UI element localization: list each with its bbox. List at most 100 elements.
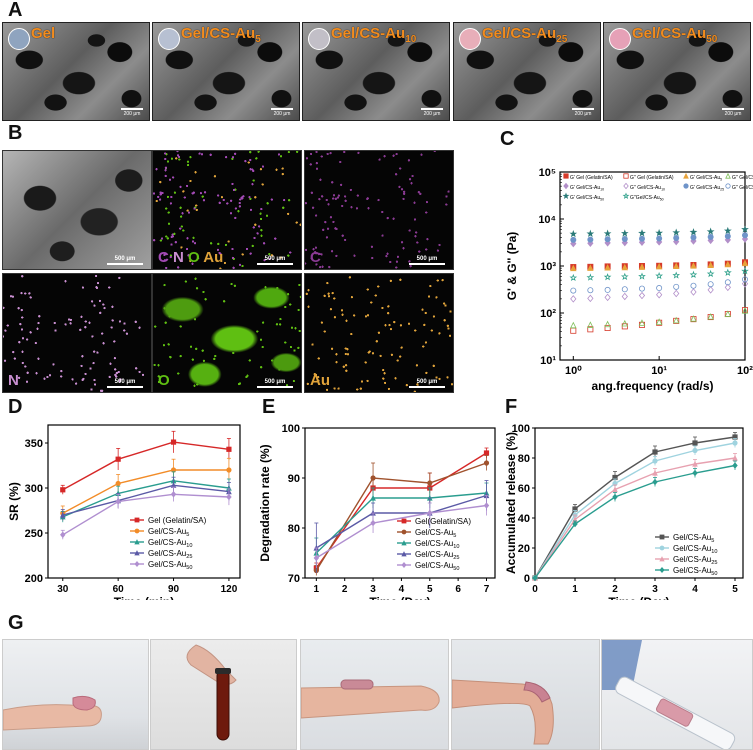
x-tick-label: 90 (168, 584, 180, 595)
data-point (570, 295, 577, 303)
data-point (621, 263, 629, 271)
y-tick-label: 10² (540, 308, 556, 320)
legend-marker (623, 173, 629, 179)
data-point (655, 271, 664, 280)
x-tick-label: 7 (484, 584, 490, 595)
data-point (723, 268, 732, 276)
legend-label: Gel/CS-Au10 (415, 539, 459, 550)
data-point (115, 480, 121, 487)
data-point (370, 475, 376, 481)
scale-bar: 200 μm (572, 108, 594, 117)
rheology-chart: 10¹ 10² 10³ 10⁴ 10⁵ 10⁰ 10¹ 10² ang.frequency (r… (505, 167, 753, 393)
y-axis-label: Accumulated release (%) (505, 432, 518, 574)
legend-marker (134, 517, 140, 523)
data-point (604, 293, 611, 302)
scale-bar: 200 μm (421, 108, 443, 117)
data-point (741, 267, 749, 275)
legend-label: Gel/CS-Au10 (148, 538, 192, 549)
x-tick-label: 120 (221, 584, 238, 595)
panel-letter-g: G (8, 612, 24, 634)
photo-finger-flat (300, 639, 449, 750)
data-point (621, 319, 629, 327)
legend-label: G'' Gel/CS-Au25 (732, 185, 753, 191)
eds-map-au: 500 μm Au (304, 273, 454, 393)
data-point (655, 262, 663, 270)
data-point (620, 272, 629, 281)
data-point (732, 454, 738, 461)
data-point (638, 319, 646, 326)
scale-bar: 500 μm (409, 256, 445, 265)
element-label-o: O (188, 249, 204, 266)
data-point (707, 286, 714, 294)
y-tick-label: 100 (282, 423, 300, 435)
series-line (62, 480, 229, 518)
sample-disc-photo (308, 28, 330, 50)
sem-image-3: Gel/CS-Au10 200 μm (302, 22, 450, 121)
data-point (586, 273, 595, 281)
data-point (115, 456, 121, 462)
x-tick-label: 4 (692, 584, 698, 595)
data-point (741, 276, 748, 283)
data-point (587, 287, 594, 294)
legend-marker (401, 540, 407, 546)
data-point (672, 271, 681, 279)
data-point (732, 462, 738, 469)
data-point (690, 288, 697, 296)
data-point (572, 520, 578, 528)
data-point (724, 279, 731, 286)
data-point (612, 486, 618, 493)
data-point (656, 285, 663, 292)
x-tick-label: 10¹ (651, 365, 667, 377)
element-label: C (310, 249, 321, 266)
data-point (741, 279, 749, 288)
scale-bar: 500 μm (107, 379, 143, 388)
scale-bar: 200 μm (271, 108, 293, 117)
legend-label: Gel/CS-Au10 (673, 544, 717, 555)
data-point (170, 439, 177, 445)
legend-label: Gel/CS-Au25 (415, 550, 459, 561)
data-point (741, 235, 749, 243)
x-tick-label: 0 (532, 584, 538, 595)
data-point (672, 262, 680, 269)
y-axis-label: G' & G'' (Pa) (505, 232, 519, 301)
data-point (655, 318, 663, 325)
y-tick-label: 300 (25, 483, 43, 495)
data-point (690, 262, 697, 269)
data-point (672, 228, 681, 236)
sem-label: Gel (31, 25, 56, 42)
legend-marker (659, 545, 665, 551)
y-tick-label: 10¹ (540, 355, 556, 367)
sem-label: Gel/CS-Au5 (181, 25, 261, 45)
legend-marker (683, 183, 689, 189)
y-tick-label: 20 (518, 543, 530, 555)
legend-marker (401, 551, 407, 557)
data-point (732, 440, 738, 446)
data-point (724, 283, 731, 292)
y-tick-label: 10⁴ (538, 214, 556, 226)
data-point (59, 511, 66, 518)
data-point (690, 315, 697, 322)
y-tick-label: 200 (25, 573, 43, 585)
series-line (62, 469, 229, 514)
data-point (638, 272, 646, 280)
sem-image-2: Gel/CS-Au5 200 μm (152, 22, 300, 121)
data-point (604, 286, 611, 293)
x-axis-label: Time (min) (114, 595, 174, 600)
element-label-c: C (158, 249, 173, 266)
scale-bar: 200 μm (121, 108, 143, 117)
data-point (638, 285, 645, 292)
data-point (586, 229, 595, 238)
eds-map-n: 500 μm N (2, 273, 152, 393)
data-point (604, 324, 611, 331)
scale-bar: 200 μm (722, 108, 744, 117)
data-point (427, 509, 433, 517)
data-point (570, 327, 577, 334)
data-point (370, 494, 376, 501)
series-line (534, 436, 736, 579)
data-point (724, 233, 731, 240)
legend-label: Gel/CS-Au50 (673, 566, 717, 577)
data-point (652, 469, 658, 476)
data-point (724, 236, 731, 244)
sample-disc-photo (8, 28, 30, 50)
legend-label: Gel/CS-Au50 (148, 560, 192, 571)
